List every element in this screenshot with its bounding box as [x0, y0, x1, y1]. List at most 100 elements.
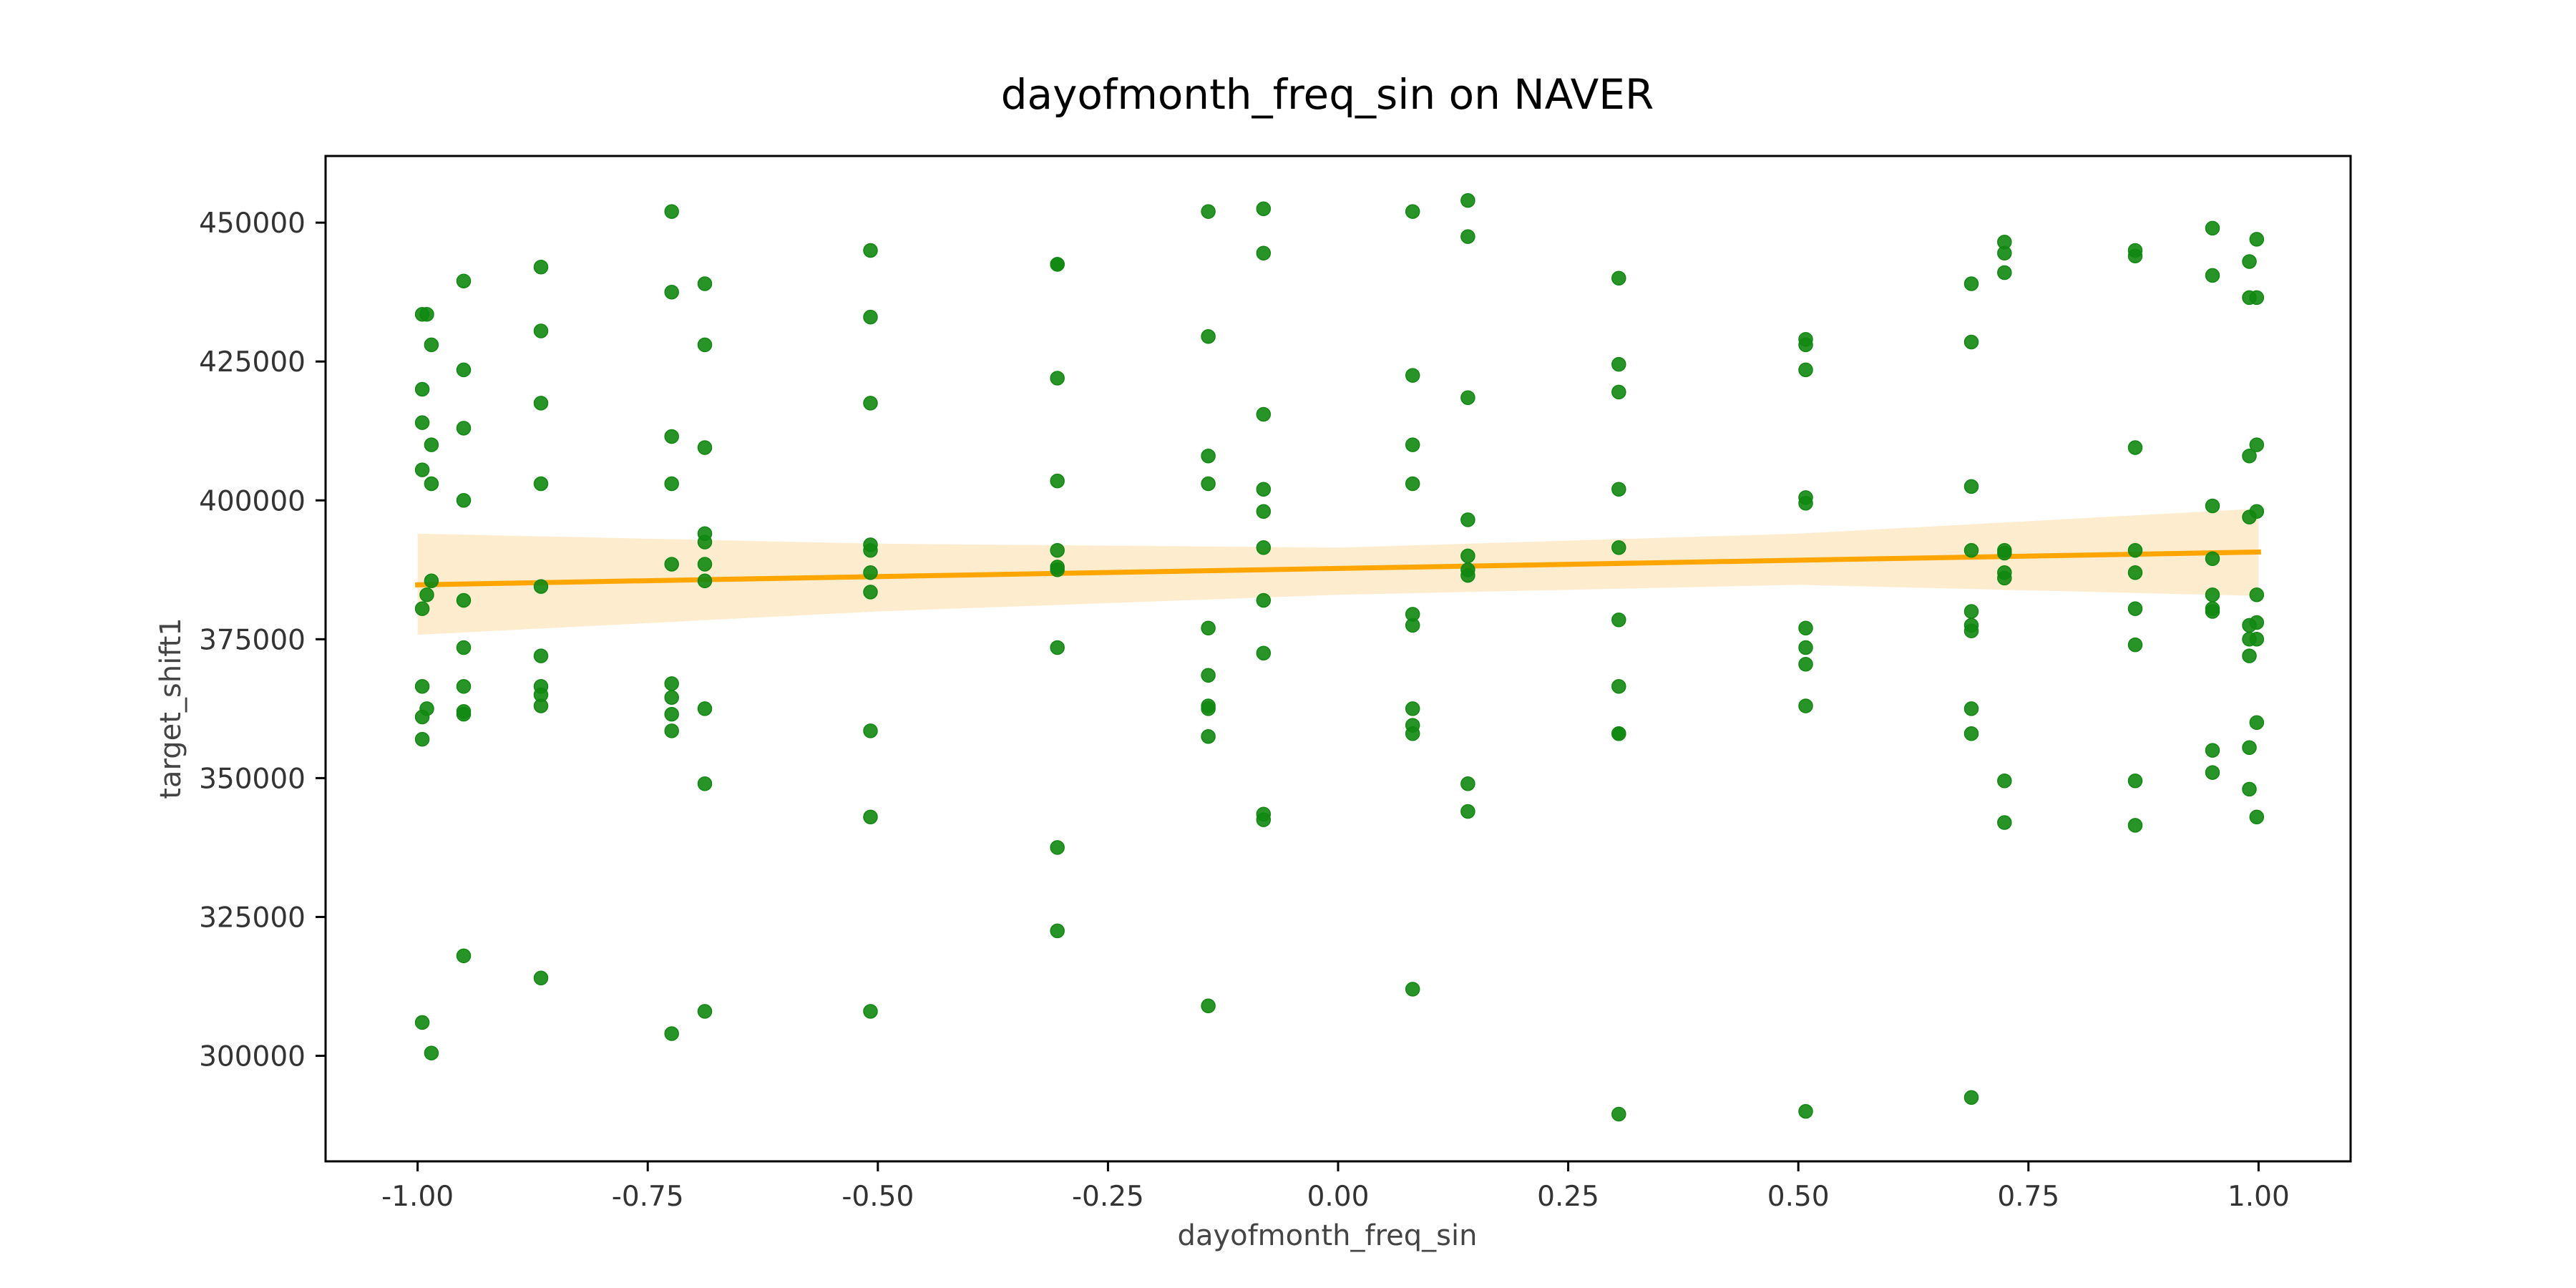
data-point: [1256, 540, 1272, 555]
data-point: [1798, 657, 1813, 672]
data-point: [533, 476, 549, 492]
data-point: [1256, 245, 1272, 261]
data-point: [456, 640, 472, 655]
confidence-band-group: [417, 508, 2259, 635]
data-point: [1997, 545, 2012, 561]
data-point: [664, 676, 679, 691]
data-point: [1611, 726, 1626, 741]
data-point: [424, 476, 439, 492]
data-point: [1460, 192, 1475, 208]
data-point: [664, 429, 679, 444]
data-point: [697, 1004, 713, 1019]
y-tick-label: 350000: [199, 763, 306, 795]
data-point: [1963, 701, 1979, 716]
confidence-band: [417, 508, 2259, 635]
data-point: [2249, 504, 2265, 519]
data-point: [1798, 1103, 1813, 1119]
data-point: [1611, 356, 1626, 372]
data-point: [2242, 448, 2257, 464]
data-point: [664, 476, 679, 492]
data-point: [1460, 548, 1475, 564]
data-point: [1997, 774, 2012, 789]
data-point: [1997, 245, 2012, 261]
data-point: [1405, 726, 1420, 741]
data-point: [697, 557, 713, 572]
x-tick-label: 1.00: [2228, 1181, 2290, 1213]
data-point: [2249, 290, 2265, 306]
data-point: [1405, 618, 1420, 633]
data-point: [533, 396, 549, 411]
data-point: [2127, 565, 2143, 580]
data-point: [1050, 257, 1065, 272]
data-point: [424, 1045, 439, 1060]
data-point: [664, 723, 679, 738]
y-tick-label: 325000: [199, 902, 306, 934]
y-tick-label: 400000: [199, 485, 306, 517]
data-point: [2249, 437, 2265, 452]
data-point: [2249, 632, 2265, 647]
data-point: [1460, 229, 1475, 244]
data-point: [414, 381, 430, 397]
data-point: [1256, 482, 1272, 497]
data-point: [533, 259, 549, 275]
data-point: [1798, 620, 1813, 636]
data-point: [2127, 637, 2143, 653]
data-point: [1405, 368, 1420, 383]
data-point: [456, 493, 472, 508]
y-tick-label: 300000: [199, 1041, 306, 1073]
data-point: [863, 565, 878, 580]
regression-line-group: [415, 549, 2261, 587]
data-point: [414, 731, 430, 747]
data-point: [2205, 498, 2220, 514]
data-point: [2205, 743, 2220, 758]
data-point: [414, 709, 430, 725]
data-point: [1963, 604, 1979, 619]
data-point: [1201, 476, 1216, 492]
data-point: [456, 706, 472, 722]
data-point: [1201, 701, 1216, 716]
x-tick-label: 0.50: [1767, 1181, 1830, 1213]
data-point: [863, 809, 878, 824]
data-point: [533, 323, 549, 338]
data-point: [1611, 540, 1626, 555]
data-point: [1611, 482, 1626, 497]
data-point: [1963, 334, 1979, 350]
data-point: [414, 1015, 430, 1030]
data-point: [2249, 809, 2265, 824]
data-point: [1798, 337, 1813, 353]
data-point: [456, 948, 472, 964]
x-tick-label: -0.75: [612, 1181, 684, 1213]
plot-area: [326, 156, 2351, 1161]
data-point: [697, 276, 713, 291]
y-axis-ticks: 300000 325000 350000 375000 400000 425000 4500…: [199, 208, 326, 1073]
data-point: [1405, 204, 1420, 219]
x-tick-label: -1.00: [381, 1181, 454, 1213]
data-point: [414, 462, 430, 477]
data-point: [419, 306, 434, 322]
x-axis-ticks: -1.00 -0.75 -0.50 -0.25 0.00 0.25 0.50 0.75 1.00: [381, 1161, 2290, 1213]
data-point: [863, 243, 878, 258]
regression-line: [415, 549, 2261, 587]
data-point: [1201, 668, 1216, 683]
data-point: [2205, 551, 2220, 567]
data-point: [1405, 437, 1420, 452]
data-point: [2127, 248, 2143, 263]
data-point: [664, 557, 679, 572]
data-point: [1405, 701, 1420, 716]
data-point: [1963, 542, 1979, 558]
data-point: [1256, 645, 1272, 660]
data-point: [697, 535, 713, 550]
data-point: [1460, 512, 1475, 527]
data-point: [1963, 726, 1979, 741]
data-point: [1050, 542, 1065, 558]
data-point: [1405, 476, 1420, 492]
data-point: [1050, 473, 1065, 489]
data-point: [424, 573, 439, 589]
data-point: [1611, 679, 1626, 694]
data-point: [1997, 815, 2012, 830]
y-tick-label: 450000: [199, 208, 306, 240]
data-point: [1050, 371, 1065, 386]
data-point: [533, 579, 549, 594]
plot-background: [326, 156, 2351, 1161]
data-point: [2242, 740, 2257, 755]
